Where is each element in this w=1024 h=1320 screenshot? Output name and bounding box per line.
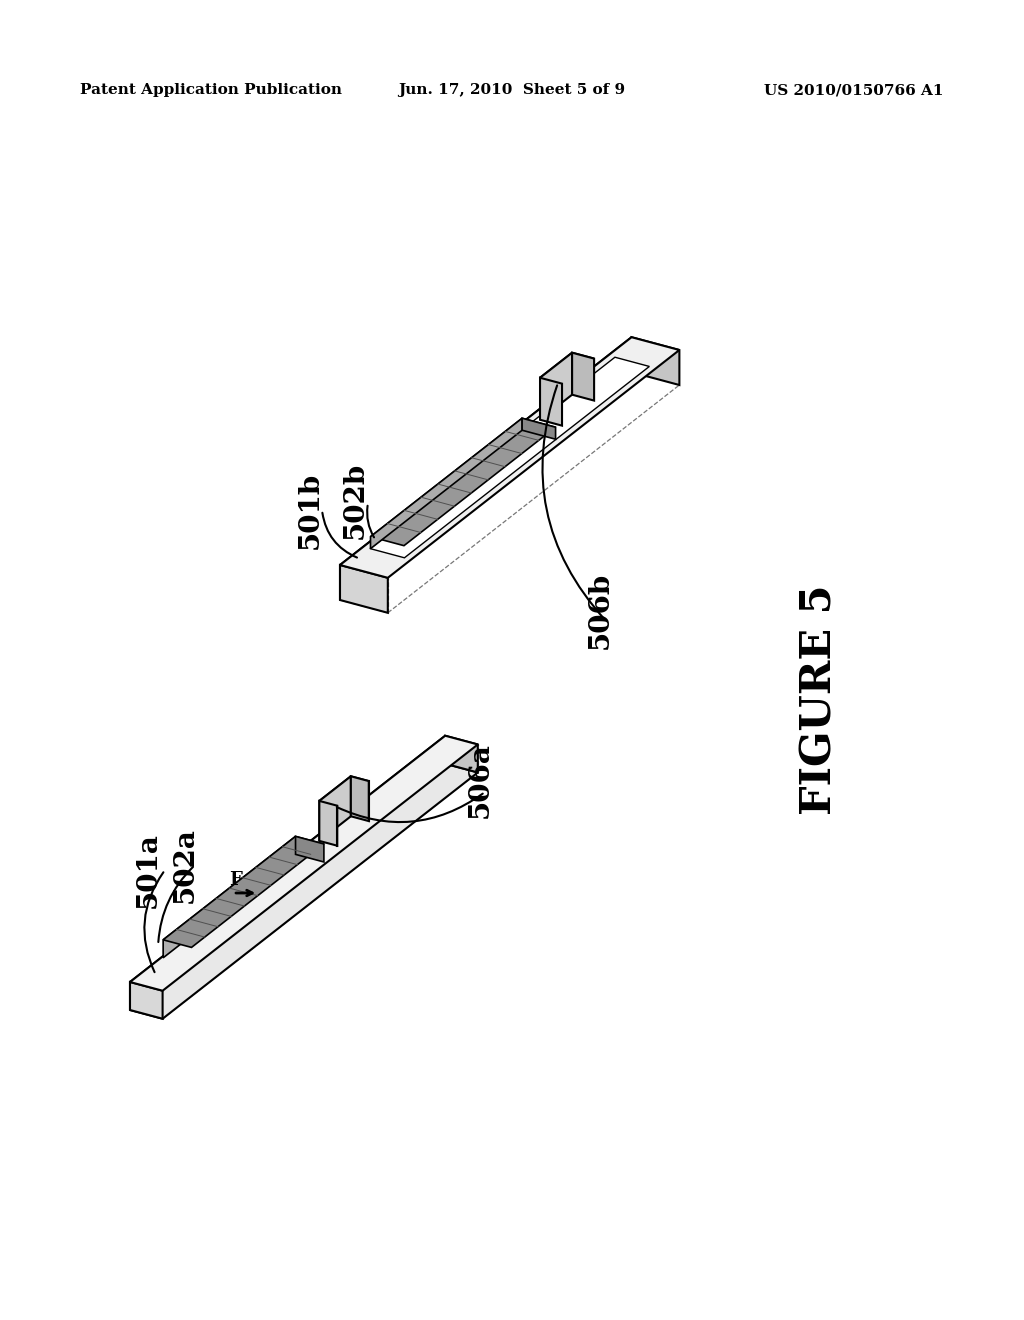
Polygon shape [540, 352, 572, 420]
Text: 506a: 506a [467, 742, 494, 818]
Text: Patent Application Publication: Patent Application Publication [80, 83, 342, 96]
Text: 502a: 502a [171, 828, 199, 903]
Polygon shape [319, 801, 337, 846]
Polygon shape [522, 418, 556, 440]
Polygon shape [163, 837, 296, 958]
Polygon shape [371, 418, 522, 549]
Polygon shape [296, 837, 324, 862]
Polygon shape [371, 418, 556, 545]
Text: 506b: 506b [587, 572, 613, 648]
Polygon shape [319, 776, 351, 841]
Polygon shape [540, 378, 562, 425]
Polygon shape [351, 776, 369, 821]
Polygon shape [319, 776, 369, 805]
Text: Jun. 17, 2010  Sheet 5 of 9: Jun. 17, 2010 Sheet 5 of 9 [398, 83, 626, 96]
Polygon shape [540, 352, 594, 384]
Polygon shape [632, 337, 679, 385]
Polygon shape [130, 735, 478, 991]
Polygon shape [163, 837, 324, 948]
Polygon shape [130, 982, 163, 1019]
Polygon shape [340, 337, 679, 578]
Polygon shape [340, 565, 388, 612]
Text: F: F [229, 871, 242, 888]
Text: FIGURE 5: FIGURE 5 [799, 585, 841, 816]
Text: US 2010/0150766 A1: US 2010/0150766 A1 [765, 83, 944, 96]
Polygon shape [340, 337, 632, 601]
Polygon shape [130, 735, 445, 1010]
Text: 502b: 502b [341, 462, 369, 539]
Polygon shape [370, 358, 649, 558]
Text: 501b: 501b [297, 471, 324, 549]
Text: 501a: 501a [134, 832, 162, 908]
Polygon shape [572, 352, 594, 400]
Polygon shape [445, 735, 478, 772]
Polygon shape [130, 764, 478, 1019]
